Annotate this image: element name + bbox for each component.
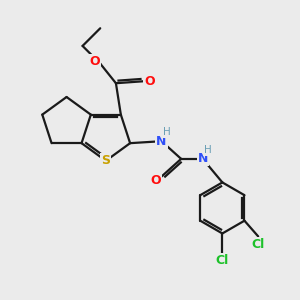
Text: Cl: Cl (252, 238, 265, 251)
Text: O: O (144, 75, 154, 88)
Text: O: O (89, 55, 100, 68)
Text: N: N (156, 135, 167, 148)
Text: H: H (204, 145, 212, 155)
Text: N: N (197, 152, 208, 165)
Text: O: O (150, 174, 161, 187)
Text: H: H (163, 128, 170, 137)
Text: Cl: Cl (216, 254, 229, 267)
Text: S: S (101, 154, 110, 167)
